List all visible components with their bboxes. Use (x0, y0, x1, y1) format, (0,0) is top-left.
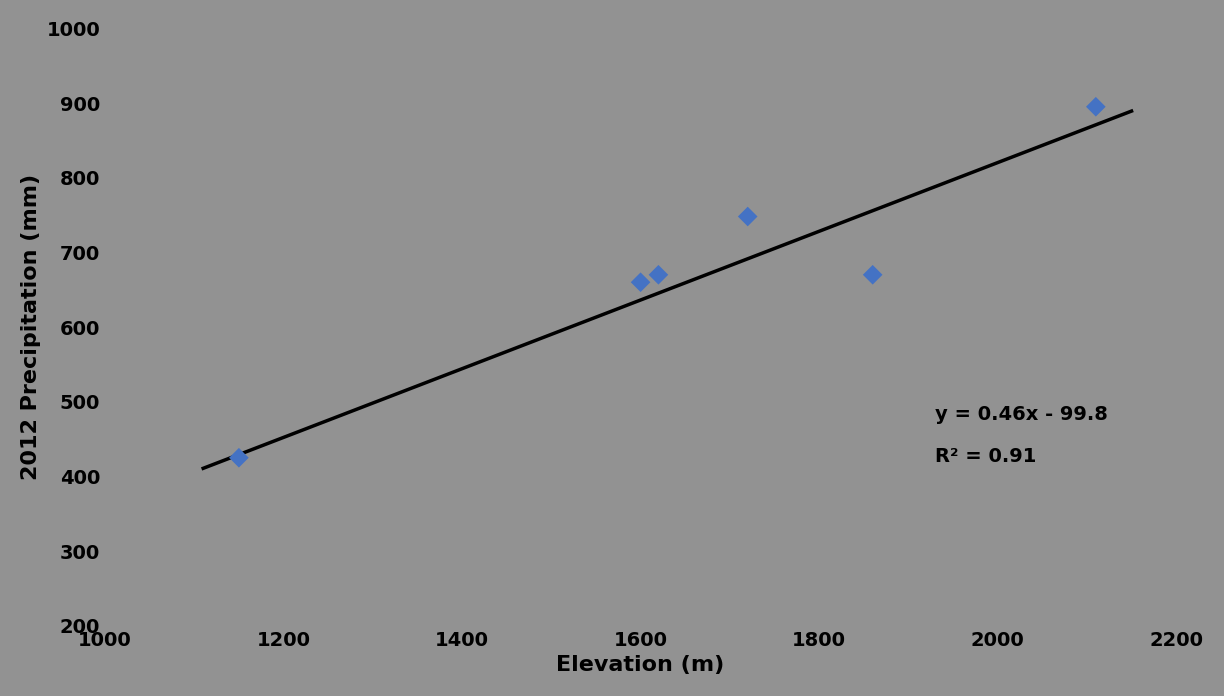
Point (630, 277, 650, 288)
Text: y = 0.46x - 99.8: y = 0.46x - 99.8 (935, 405, 1108, 424)
Point (1086, 101, 1105, 112)
Y-axis label: 2012 Precipitation (mm): 2012 Precipitation (mm) (21, 174, 40, 480)
Point (229, 452, 248, 464)
Point (863, 269, 883, 280)
X-axis label: Elevation (m): Elevation (m) (557, 655, 725, 675)
Point (738, 211, 758, 222)
Point (649, 269, 668, 280)
Text: R² = 0.91: R² = 0.91 (935, 447, 1037, 466)
